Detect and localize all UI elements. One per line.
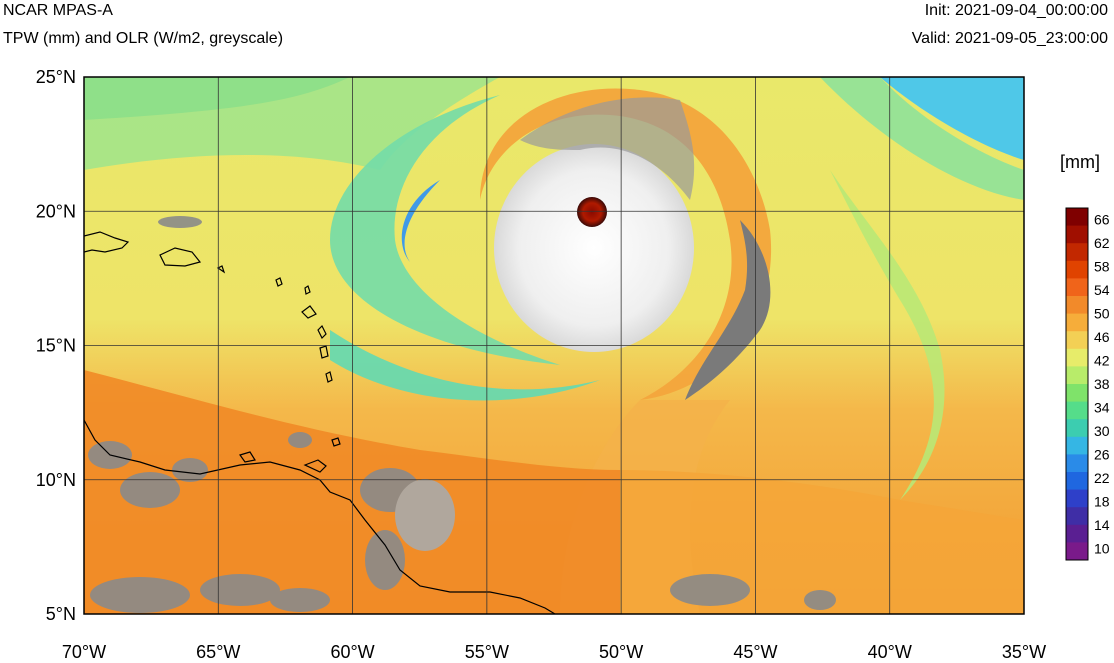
colorbar-label: 54 xyxy=(1094,282,1110,298)
lon-tick-label: 55°W xyxy=(465,642,509,662)
lon-tick-label: 35°W xyxy=(1002,642,1046,662)
colorbar-swatch xyxy=(1066,436,1088,455)
colorbar-frame xyxy=(1065,207,1089,561)
lon-tick-label: 65°W xyxy=(196,642,240,662)
lat-tick-label: 15°N xyxy=(36,336,76,356)
model-title: NCAR MPAS-A xyxy=(3,2,113,19)
colorbar-swatch xyxy=(1066,401,1088,420)
latitude-labels: 25°N 20°N 15°N 10°N 5°N xyxy=(36,67,76,624)
colorbar-swatch xyxy=(1066,454,1088,473)
colorbar-swatch xyxy=(1066,507,1088,526)
colorbar: 66 62 58 54 50 46 42 38 34 30 26 22 18 14 10 xyxy=(1065,207,1110,561)
colorbar-swatch xyxy=(1066,260,1088,279)
colorbar-label: 34 xyxy=(1094,399,1110,415)
field-title: TPW (mm) and OLR (W/m2, greyscale) xyxy=(3,30,284,47)
colorbar-label: 62 xyxy=(1094,235,1110,251)
lon-tick-label: 60°W xyxy=(330,642,374,662)
colorbar-label: 50 xyxy=(1094,306,1110,322)
colorbar-swatch xyxy=(1066,296,1088,315)
lon-tick-label: 50°W xyxy=(599,642,643,662)
colorbar-swatch xyxy=(1066,419,1088,438)
lat-tick-label: 25°N xyxy=(36,67,76,87)
colorbar-label: 30 xyxy=(1094,423,1110,439)
colorbar-units: [mm] xyxy=(1060,152,1100,172)
convection-cells xyxy=(88,216,836,613)
coastlines xyxy=(84,231,556,614)
valid-time: Valid: 2021-09-05_23:00:00 xyxy=(911,30,1108,47)
colorbar-label: 18 xyxy=(1094,493,1110,509)
lat-tick-label: 20°N xyxy=(36,201,76,221)
colorbar-swatch xyxy=(1066,542,1088,561)
colorbar-label: 66 xyxy=(1094,212,1110,228)
init-time: Init: 2021-09-04_00:00:00 xyxy=(924,2,1108,19)
colorbar-label: 42 xyxy=(1094,353,1110,369)
lon-tick-label: 40°W xyxy=(868,642,912,662)
colorbar-swatch xyxy=(1066,489,1088,508)
colorbar-swatch xyxy=(1066,243,1088,262)
lon-tick-label: 45°W xyxy=(733,642,777,662)
colorbar-swatch xyxy=(1066,384,1088,403)
colorbar-swatch xyxy=(1066,278,1088,297)
colorbar-label: 46 xyxy=(1094,329,1110,345)
colorbar-label: 38 xyxy=(1094,376,1110,392)
colorbar-label: 26 xyxy=(1094,446,1110,462)
lat-tick-label: 10°N xyxy=(36,470,76,490)
colorbar-swatch xyxy=(1066,225,1088,244)
colorbar-swatch xyxy=(1066,313,1088,332)
colorbar-label: 22 xyxy=(1094,470,1110,486)
colorbar-swatch xyxy=(1066,348,1088,367)
tpw-field xyxy=(84,77,1024,614)
colorbar-label: 14 xyxy=(1094,517,1110,533)
plot-frame xyxy=(83,76,1025,615)
colorbar-swatch xyxy=(1066,366,1088,385)
lat-tick-label: 5°N xyxy=(46,604,76,624)
colorbar-swatch xyxy=(1066,472,1088,491)
colorbar-label: 10 xyxy=(1094,540,1110,556)
colorbar-label: 58 xyxy=(1094,259,1110,275)
lon-tick-label: 70°W xyxy=(62,642,106,662)
longitude-labels: 70°W 65°W 60°W 55°W 50°W 45°W 40°W 35°W xyxy=(62,642,1046,662)
colorbar-swatch xyxy=(1066,524,1088,543)
colorbar-swatch xyxy=(1066,208,1088,227)
colorbar-swatch xyxy=(1066,331,1088,350)
